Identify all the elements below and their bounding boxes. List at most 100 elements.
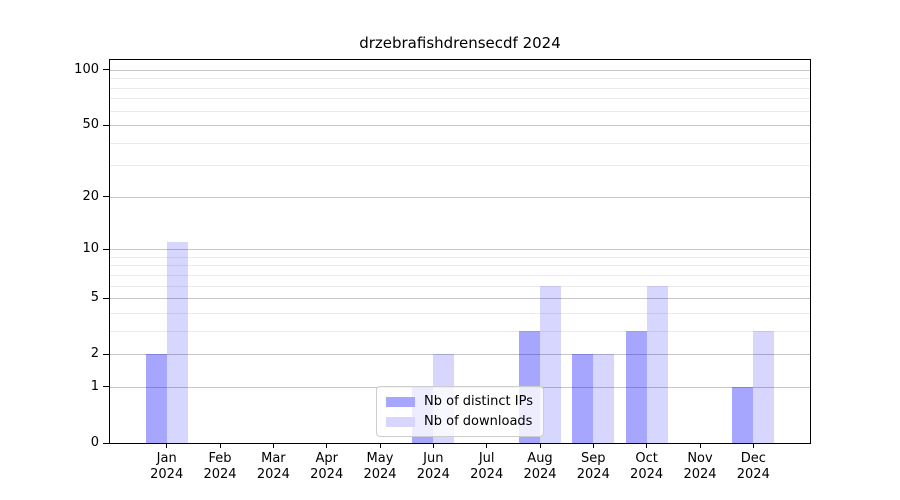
y-tick-label-50: 50 [82,117,99,132]
x-tick-label-aug: Aug 2024 [508,451,572,483]
x-tick-mark-sep [592,443,594,448]
x-tick-year: 2024 [683,467,717,482]
x-tick-month: Aug [527,451,553,466]
y-tick-label-10: 10 [82,241,99,257]
x-tick-mark-jul [486,443,488,448]
gridline-minor-7 [110,274,810,276]
x-tick-mark-may [379,443,381,448]
x-tick-year: 2024 [203,467,237,482]
x-tick-label-mar: Mar 2024 [241,451,305,483]
y-tick-label-100: 100 [74,61,99,77]
y-tick-label-20: 20 [82,188,99,204]
y-tick-mark-50 [103,124,110,126]
x-tick-year: 2024 [150,467,184,482]
x-axis-layer: Jan 2024 Feb 2024 Mar 2024 Apr 2024 May 2024 Jun 20… [110,60,810,482]
gridline-minor-9 [110,256,810,258]
bar-dec-distinct-ips [732,386,754,443]
x-tick-label-nov: Nov 2024 [668,451,732,483]
gridline-minor-30 [110,165,810,167]
y-tick-label-2: 2 [90,346,99,362]
x-tick-month: Oct [635,451,658,466]
x-tick-year: 2024 [310,467,344,482]
x-tick-mark-jan [166,443,168,448]
x-tick-label-sep: Sep 2024 [561,451,625,483]
legend-swatch-downloads [386,416,416,427]
x-tick-month: Nov [687,451,713,466]
y-tick-mark-10 [103,248,110,250]
x-tick-mark-apr [326,443,328,448]
x-tick-label-apr: Apr 2024 [295,451,359,483]
legend-item-downloads: Nb of downloads [386,414,533,429]
x-tick-month: Sep [581,451,606,466]
y-tick-label-0: 0 [90,435,99,450]
gridline-minor-60 [110,110,810,112]
x-tick-month: Mar [261,451,286,466]
x-tick-year: 2024 [523,467,557,482]
x-tick-year: 2024 [630,467,664,482]
gridline-minor-4 [110,312,810,314]
x-tick-month: Jan [156,451,177,466]
x-tick-label-jul: Jul 2024 [455,451,519,483]
x-tick-month: Feb [208,451,232,466]
x-tick-mark-dec [752,443,754,448]
x-tick-label-jan: Jan 2024 [135,451,199,483]
legend-item-distinct-ips: Nb of distinct IPs [386,394,533,409]
x-tick-mark-aug [539,443,541,448]
x-tick-month: Dec [740,451,766,466]
x-tick-month: Jun [423,451,444,466]
y-tick-mark-1 [103,386,110,388]
x-tick-mark-nov [699,443,701,448]
gridline-major-5 [110,298,810,300]
x-tick-mark-feb [219,443,221,448]
x-tick-mark-jun [432,443,434,448]
x-tick-label-feb: Feb 2024 [188,451,252,483]
x-tick-mark-mar [272,443,274,448]
legend-swatch-distinct-ips [386,396,416,407]
gridline-minor-3 [110,330,810,332]
y-tick-mark-2 [103,353,110,355]
gridline-minor-90 [110,78,810,80]
gridline-minor-40 [110,142,810,144]
x-tick-mark-oct [646,443,648,448]
x-tick-month: Jul [478,451,495,466]
bar-oct-downloads [646,285,668,443]
gridline-major-2 [110,354,810,356]
x-tick-label-may: May 2024 [348,451,412,483]
plot-area: 0 1 2 5 10 20 50 100 Jan 2024 Feb 2024 Mar 2024 Apr 20… [74,59,811,482]
legend-label-downloads: Nb of downloads [424,414,533,429]
x-tick-year: 2024 [363,467,397,482]
x-tick-label-jun: Jun 2024 [401,451,465,483]
x-tick-year: 2024 [470,467,504,482]
legend: Nb of distinct IPs Nb of downloads [376,386,544,437]
y-tick-mark-0 [103,442,110,444]
x-tick-label-oct: Oct 2024 [615,451,679,483]
y-tick-mark-5 [103,297,110,299]
gridline-major-100 [110,69,810,71]
chart-title: drzebrafishdrensecdf 2024 [359,34,561,52]
gridline-minor-70 [110,98,810,100]
bar-oct-distinct-ips [625,330,647,443]
gridline-major-50 [110,125,810,126]
y-tick-mark-20 [103,196,110,198]
y-tick-label-5: 5 [90,290,99,306]
bar-dec-downloads [753,330,775,443]
gridline-minor-80 [110,87,810,89]
bar-sep-distinct-ips [572,354,594,443]
y-tick-mark-100 [103,69,110,71]
bar-jan-distinct-ips [145,354,167,443]
x-tick-month: May [366,451,394,466]
gridline-major-20 [110,196,810,198]
x-tick-year: 2024 [256,467,290,482]
gridline-major-10 [110,249,810,251]
y-tick-label-1: 1 [90,378,99,394]
x-tick-label-dec: Dec 2024 [721,451,785,483]
bar-sep-downloads [593,354,615,443]
x-tick-year: 2024 [736,467,770,482]
x-tick-year: 2024 [576,467,610,482]
gridline-minor-8 [110,265,810,267]
gridline-minor-6 [110,285,810,287]
legend-label-distinct-ips: Nb of distinct IPs [424,394,533,409]
bar-aug-downloads [540,285,561,443]
x-tick-year: 2024 [416,467,450,482]
